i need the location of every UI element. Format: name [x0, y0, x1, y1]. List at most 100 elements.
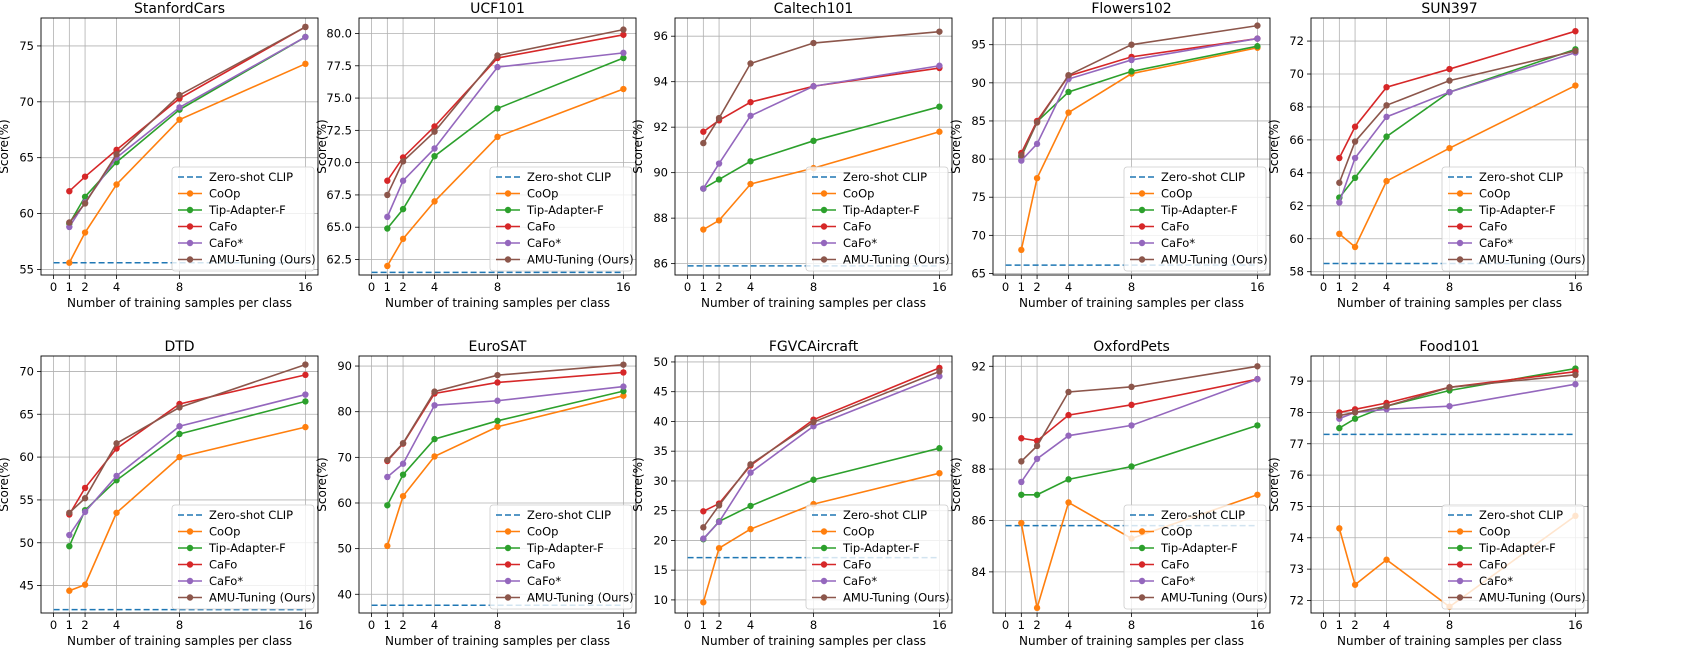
- chart-7-xtick-label-2: 2: [399, 618, 406, 632]
- chart-7: 0 1 2 4 8 16 40 50 60 70 80 90 EuroSAT Number of trai…: [315, 339, 637, 648]
- chart-5-point-4-4: [1572, 47, 1579, 55]
- chart-8-point-4-1: [715, 502, 723, 509]
- chart-3-point-1-1: [715, 176, 723, 183]
- chart-5-legend-marker-3: [1456, 223, 1464, 230]
- chart-10-legend-label-4: CaFo*: [1479, 574, 1513, 588]
- chart-8-line-4: [702, 370, 940, 528]
- chart-3-point-4-4: [936, 28, 943, 35]
- chart-7-legend-marker-4: [504, 577, 512, 585]
- chart-5-ytick-label-6: 70: [1289, 67, 1304, 81]
- chart-1-point-3-4: [302, 33, 309, 41]
- chart-4-ytick-label-2: 75: [971, 190, 986, 204]
- chart-1-ytick-label-2: 65: [19, 151, 34, 165]
- chart-5-point-0-3: [1446, 144, 1453, 152]
- chart-2-point-0-0: [384, 262, 391, 270]
- chart-1-legend-label-4: CaFo*: [209, 236, 243, 250]
- chart-3-xtick-label-3: 4: [747, 280, 754, 294]
- chart-5-point-2-1: [1351, 123, 1359, 130]
- chart-2-legend-label-0: Zero-shot CLIP: [527, 170, 611, 184]
- chart-9-legend-marker-2: [1138, 544, 1146, 552]
- chart-5-xtick-label-1: 1: [1336, 280, 1343, 294]
- chart-1-point-0-0: [66, 259, 73, 266]
- chart-9-point-3-4: [1254, 375, 1261, 383]
- chart-8-ylabel: Score(%): [631, 457, 645, 511]
- chart-1-legend-marker-1: [186, 190, 194, 197]
- chart-2-point-2-2: [431, 123, 438, 130]
- chart-7-point-3-1: [399, 460, 407, 467]
- chart-10-ytick-label-3: 75: [1289, 499, 1304, 513]
- chart-8-legend-marker-4: [820, 577, 828, 585]
- chart-7-title: EuroSAT: [469, 339, 527, 355]
- chart-10-xtick-label-1: 1: [1336, 618, 1343, 632]
- chart-9-point-4-1: [1033, 442, 1041, 450]
- chart-1-legend-label-2: Tip-Adapter-F: [208, 203, 286, 217]
- chart-6-title: DTD: [164, 339, 194, 355]
- chart-10-xtick-label-3: 4: [1383, 618, 1390, 632]
- chart-9-point-3-3: [1128, 422, 1135, 429]
- chart-8-legend-label-3: CaFo: [843, 558, 871, 572]
- chart-7-point-3-0: [384, 473, 391, 481]
- chart-5-ytick-label-5: 68: [1289, 100, 1304, 114]
- chart-10-ytick-label-2: 74: [1289, 531, 1304, 545]
- chart-6-point-3-0: [66, 531, 73, 539]
- chart-2-legend-label-3: CaFo: [527, 220, 555, 234]
- chart-5-legend: Zero-shot CLIP CoOp Tip-Adapter-F CaFo CaFo*…: [1441, 166, 1586, 272]
- chart-9-point-1-0: [1018, 491, 1025, 498]
- chart-5-point-4-0: [1336, 179, 1343, 186]
- chart-5-point-2-0: [1336, 154, 1343, 162]
- chart-8-point-4-4: [936, 368, 943, 375]
- chart-5-xtick-label-2: 2: [1351, 280, 1358, 294]
- chart-3-ytick-label-1: 88: [653, 211, 668, 225]
- chart-9-point-0-4: [1254, 491, 1261, 498]
- chart-7-point-4-4: [620, 361, 627, 368]
- chart-3-title: Caltech101: [774, 1, 854, 17]
- chart-2-point-0-2: [431, 198, 438, 205]
- chart-6-point-0-1: [81, 581, 89, 588]
- chart-7-legend-label-3: CaFo: [527, 558, 555, 572]
- chart-8-point-4-3: [810, 418, 817, 426]
- chart-10-legend-marker-3: [1456, 561, 1464, 568]
- chart-10-legend-label-1: CoOp: [1479, 525, 1510, 539]
- chart-2-point-3-3: [494, 63, 501, 71]
- chart-5-legend-label-0: Zero-shot CLIP: [1479, 170, 1563, 184]
- chart-1-legend: Zero-shot CLIP CoOp Tip-Adapter-F CaFo CaFo*…: [171, 166, 316, 272]
- chart-8-point-0-2: [747, 525, 754, 533]
- chart-5-legend-marker-5: [1456, 256, 1464, 263]
- chart-8-point-4-2: [747, 461, 754, 468]
- chart-6-legend-label-0: Zero-shot CLIP: [209, 508, 293, 522]
- chart-7-point-4-2: [431, 388, 438, 395]
- chart-2-legend-box: [489, 166, 633, 272]
- chart-3-ytick-label-2: 90: [653, 166, 668, 180]
- chart-4-point-3-1: [1033, 140, 1041, 148]
- chart-8-ytick-label-1: 15: [653, 563, 668, 577]
- chart-5-point-4-3: [1446, 77, 1453, 84]
- chart-8-point-3-0: [700, 535, 707, 542]
- chart-9-xtick-label-3: 4: [1065, 618, 1072, 632]
- chart-3-ylabel: Score(%): [631, 119, 645, 173]
- chart-9-point-3-0: [1018, 478, 1025, 486]
- chart-5-line-4: [1338, 50, 1576, 184]
- chart-2-legend-marker-3: [504, 223, 512, 230]
- chart-2-legend-label-5: AMU-Tuning (Ours): [527, 253, 634, 267]
- chart-3-point-1-3: [810, 137, 817, 145]
- chart-8-xlabel: Number of training samples per class: [701, 634, 926, 648]
- chart-1-point-4-4: [302, 23, 309, 31]
- chart-5-ytick-label-4: 66: [1289, 133, 1304, 147]
- chart-6-legend-marker-1: [186, 528, 194, 535]
- chart-10-xtick-label-4: 8: [1446, 618, 1453, 632]
- chart-3-point-3-3: [810, 83, 817, 90]
- chart-4-legend-label-0: Zero-shot CLIP: [1161, 170, 1245, 184]
- chart-10-legend-label-2: Tip-Adapter-F: [1478, 541, 1556, 555]
- chart-8-point-3-1: [715, 518, 723, 526]
- chart-9-line-4: [1020, 365, 1258, 462]
- chart-9-ytick-label-0: 84: [971, 565, 986, 579]
- chart-10-point-1-0: [1336, 424, 1343, 432]
- chart-1-ytick-label-1: 60: [19, 207, 34, 221]
- chart-1-xtick-label-4: 8: [176, 280, 183, 294]
- chart-7-ytick-label-0: 40: [337, 587, 352, 601]
- chart-10-ytick-label-5: 77: [1289, 437, 1304, 451]
- chart-6-xlabel: Number of training samples per class: [67, 634, 292, 648]
- chart-8-legend-marker-5: [820, 594, 828, 601]
- chart-10-title: Food101: [1419, 339, 1479, 355]
